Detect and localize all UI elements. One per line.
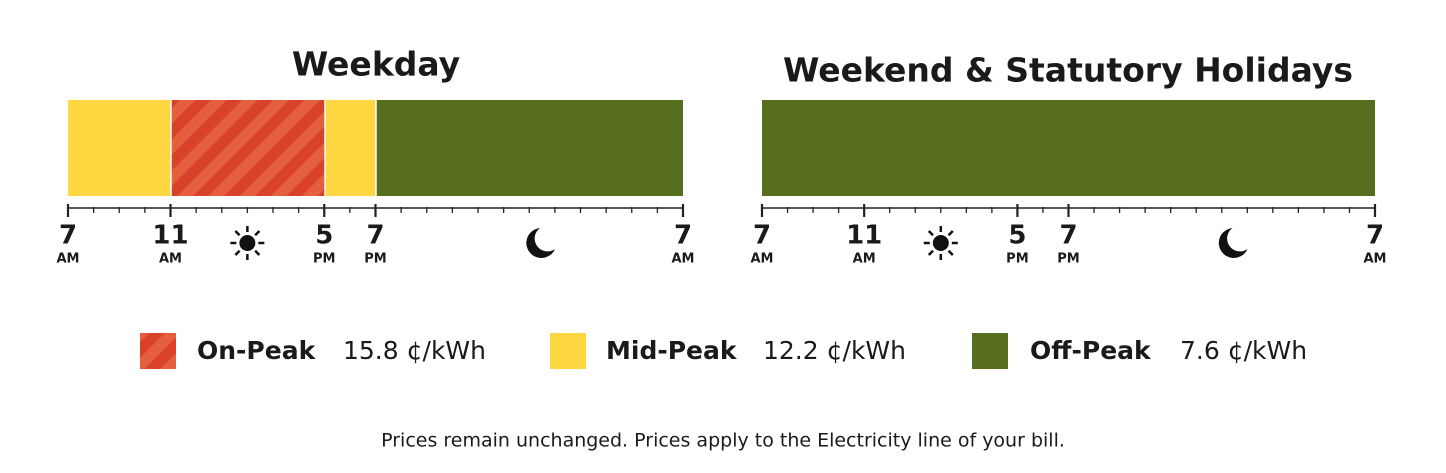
period-label: AM (1364, 252, 1387, 267)
hour-label: 11 (152, 221, 188, 251)
on-peak-segment (171, 100, 325, 196)
period-label: PM (1057, 252, 1079, 267)
legend-name: On-Peak (197, 336, 317, 365)
legend-price: 7.6 ¢/kWh (1180, 336, 1307, 365)
legend-price: 15.8 ¢/kWh (343, 336, 486, 365)
period-label: PM (1006, 252, 1028, 267)
moon-icon (526, 228, 556, 258)
period-label: AM (672, 252, 695, 267)
weekday-title: Weekday (292, 45, 460, 84)
period-label: PM (313, 252, 335, 267)
hour-label: 7 (366, 221, 384, 251)
hour-label: 7 (1059, 221, 1077, 251)
mid-peak-segment (68, 100, 171, 196)
hour-label: 7 (753, 221, 771, 251)
hour-label: 7 (59, 221, 77, 251)
moon-icon (1218, 228, 1248, 258)
legend-swatch (972, 333, 1008, 369)
off-peak-segment (762, 100, 1375, 196)
off-peak-segment (376, 100, 683, 196)
hour-label: 11 (846, 221, 882, 251)
hour-label: 7 (674, 221, 692, 251)
footnote: Prices remain unchanged. Prices apply to… (381, 430, 1065, 452)
sun-icon (923, 226, 958, 260)
period-label: AM (159, 252, 182, 267)
mid-peak-segment (325, 100, 376, 196)
period-label: PM (364, 252, 386, 267)
weekend-title: Weekend & Statutory Holidays (783, 51, 1353, 90)
period-label: AM (853, 252, 876, 267)
weekday-bar (68, 100, 683, 196)
period-label: AM (751, 252, 774, 267)
legend-name: Mid-Peak (606, 336, 738, 365)
legend: On-Peak 15.8 ¢/kWh Mid-Peak 12.2 ¢/kWh O… (140, 333, 1307, 369)
hour-label: 7 (1366, 221, 1384, 251)
legend-swatch (550, 333, 586, 369)
hour-label: 5 (315, 221, 333, 251)
hour-label: 5 (1008, 221, 1026, 251)
legend-price: 12.2 ¢/kWh (763, 336, 906, 365)
sun-icon (230, 226, 265, 260)
period-label: AM (57, 252, 80, 267)
legend-swatch (140, 333, 176, 369)
legend-name: Off-Peak (1030, 336, 1152, 365)
